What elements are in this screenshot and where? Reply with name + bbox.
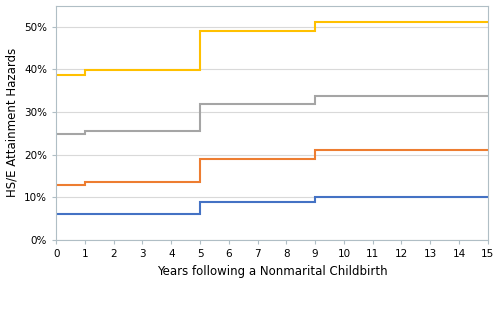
Legend: BA = $200, BA = $433, BA = $666, BA = $900: BA = $200, BA = $433, BA = $666, BA = $9… xyxy=(72,316,471,320)
X-axis label: Years following a Nonmarital Childbirth: Years following a Nonmarital Childbirth xyxy=(156,265,388,277)
Y-axis label: HS/E Attainment Hazards: HS/E Attainment Hazards xyxy=(6,48,18,197)
